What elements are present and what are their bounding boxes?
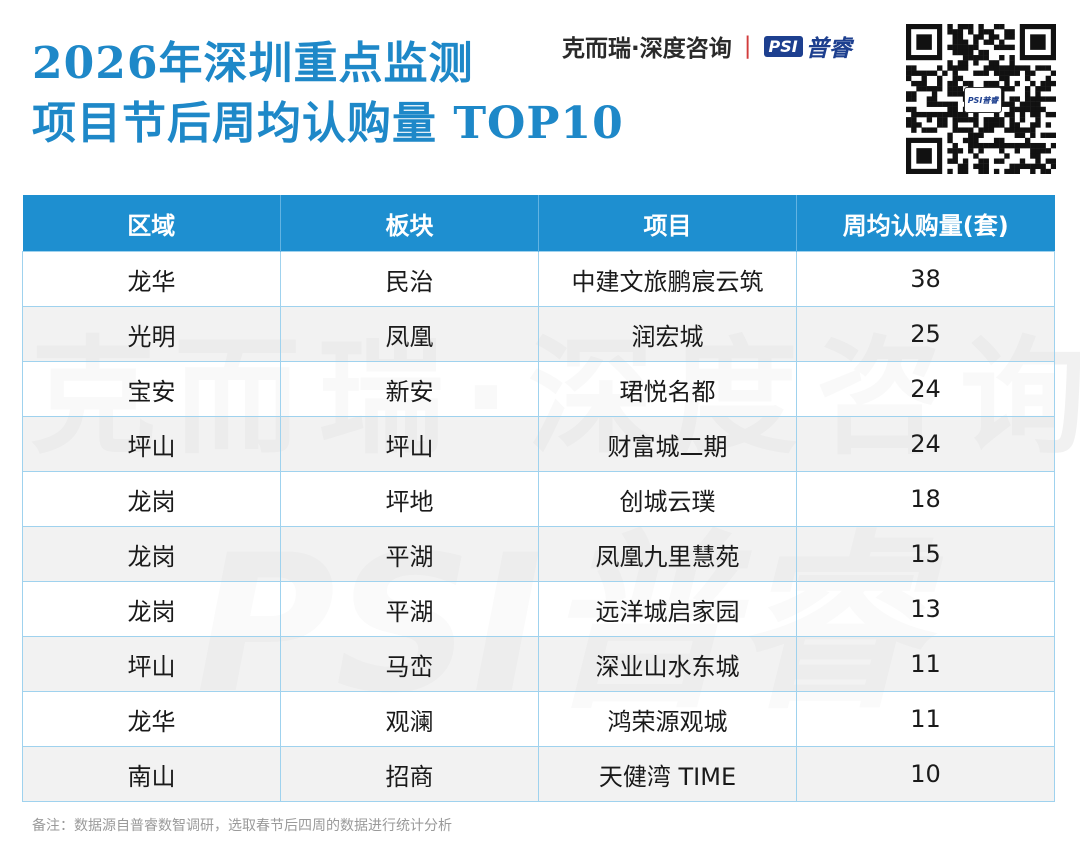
cell-project: 鸿荣源观城 bbox=[538, 691, 797, 747]
table-row: 龙岗 平湖 远洋城启家园 13 bbox=[22, 581, 1055, 637]
cell-value: 18 bbox=[796, 471, 1055, 527]
ranking-table: 区域 板块 项目 周均认购量(套) 龙华 民治 中建文旅鹏宸云筑 38 光明 凤… bbox=[22, 195, 1055, 802]
table-row: 龙华 民治 中建文旅鹏宸云筑 38 bbox=[22, 251, 1055, 307]
cell-project: 远洋城启家园 bbox=[538, 581, 797, 637]
table-row: 坪山 马峦 深业山水东城 11 bbox=[22, 636, 1055, 692]
cell-sector: 民治 bbox=[280, 251, 539, 307]
cell-district: 龙岗 bbox=[22, 471, 281, 527]
cell-project: 深业山水东城 bbox=[538, 636, 797, 692]
header-project: 项目 bbox=[538, 195, 797, 252]
cell-value: 13 bbox=[796, 581, 1055, 637]
cell-project: 财富城二期 bbox=[538, 416, 797, 472]
cell-sector: 平湖 bbox=[280, 581, 539, 637]
psi-logo-text: 普睿 bbox=[805, 36, 852, 62]
cell-district: 龙华 bbox=[22, 251, 281, 307]
header-weekly-subscriptions: 周均认购量(套) bbox=[796, 195, 1055, 252]
cell-sector: 凤凰 bbox=[280, 306, 539, 362]
cell-district: 南山 bbox=[22, 746, 281, 802]
cell-district: 宝安 bbox=[22, 361, 281, 417]
cell-value: 25 bbox=[796, 306, 1055, 362]
psi-logo-mark: PSI bbox=[763, 35, 803, 57]
cell-district: 龙华 bbox=[22, 691, 281, 747]
qr-finder-square bbox=[916, 34, 932, 50]
qr-code-pattern bbox=[906, 24, 1056, 174]
cell-project: 中建文旅鹏宸云筑 bbox=[538, 251, 797, 307]
cell-value: 10 bbox=[796, 746, 1055, 802]
cell-sector: 坪地 bbox=[280, 471, 539, 527]
cell-sector: 观澜 bbox=[280, 691, 539, 747]
cell-value: 24 bbox=[796, 416, 1055, 472]
footnote: 备注：数据源自普睿数智调研，选取春节后四周的数据进行统计分析 bbox=[32, 818, 452, 834]
cell-district: 坪山 bbox=[22, 416, 281, 472]
brand-company: 克而瑞·深度咨询 bbox=[562, 36, 732, 62]
page-title: 2026年深圳重点监测 项目节后周均认购量 TOP10 bbox=[32, 34, 624, 154]
table-header-row: 区域 板块 项目 周均认购量(套) bbox=[22, 195, 1055, 252]
title-line-1: 2026年深圳重点监测 bbox=[32, 38, 474, 89]
table-row: 南山 招商 天健湾 TIME 10 bbox=[22, 746, 1055, 802]
qr-code: PSI普睿 bbox=[906, 24, 1056, 174]
qr-finder-square bbox=[916, 148, 932, 164]
cell-project: 凤凰九里慧苑 bbox=[538, 526, 797, 582]
cell-district: 坪山 bbox=[22, 636, 281, 692]
cell-value: 11 bbox=[796, 636, 1055, 692]
table-row: 龙岗 坪地 创城云璞 18 bbox=[22, 471, 1055, 527]
table-row: 坪山 坪山 财富城二期 24 bbox=[22, 416, 1055, 472]
header-sector: 板块 bbox=[280, 195, 539, 252]
cell-sector: 马峦 bbox=[280, 636, 539, 692]
table-row: 龙华 观澜 鸿荣源观城 11 bbox=[22, 691, 1055, 747]
header-district: 区域 bbox=[22, 195, 281, 252]
table-row: 龙岗 平湖 凤凰九里慧苑 15 bbox=[22, 526, 1055, 582]
qr-finder-square bbox=[1030, 34, 1046, 50]
cell-value: 24 bbox=[796, 361, 1055, 417]
cell-sector: 新安 bbox=[280, 361, 539, 417]
cell-value: 38 bbox=[796, 251, 1055, 307]
cell-project: 珺悦名都 bbox=[538, 361, 797, 417]
brand-separator: | bbox=[743, 33, 752, 59]
table-row: 宝安 新安 珺悦名都 24 bbox=[22, 361, 1055, 417]
cell-sector: 平湖 bbox=[280, 526, 539, 582]
title-line-2: 项目节后周均认购量 TOP10 bbox=[32, 98, 624, 149]
table-row: 光明 凤凰 润宏城 25 bbox=[22, 306, 1055, 362]
cell-district: 光明 bbox=[22, 306, 281, 362]
cell-project: 创城云璞 bbox=[538, 471, 797, 527]
cell-value: 11 bbox=[796, 691, 1055, 747]
psi-logo: PSI 普睿 bbox=[763, 29, 852, 63]
cell-value: 15 bbox=[796, 526, 1055, 582]
cell-project: 天健湾 TIME bbox=[538, 746, 797, 802]
cell-sector: 招商 bbox=[280, 746, 539, 802]
brand-header: 克而瑞·深度咨询 | PSI 普睿 bbox=[562, 30, 852, 62]
cell-district: 龙岗 bbox=[22, 581, 281, 637]
cell-project: 润宏城 bbox=[538, 306, 797, 362]
qr-center-logo: PSI普睿 bbox=[964, 87, 1002, 113]
cell-sector: 坪山 bbox=[280, 416, 539, 472]
cell-district: 龙岗 bbox=[22, 526, 281, 582]
